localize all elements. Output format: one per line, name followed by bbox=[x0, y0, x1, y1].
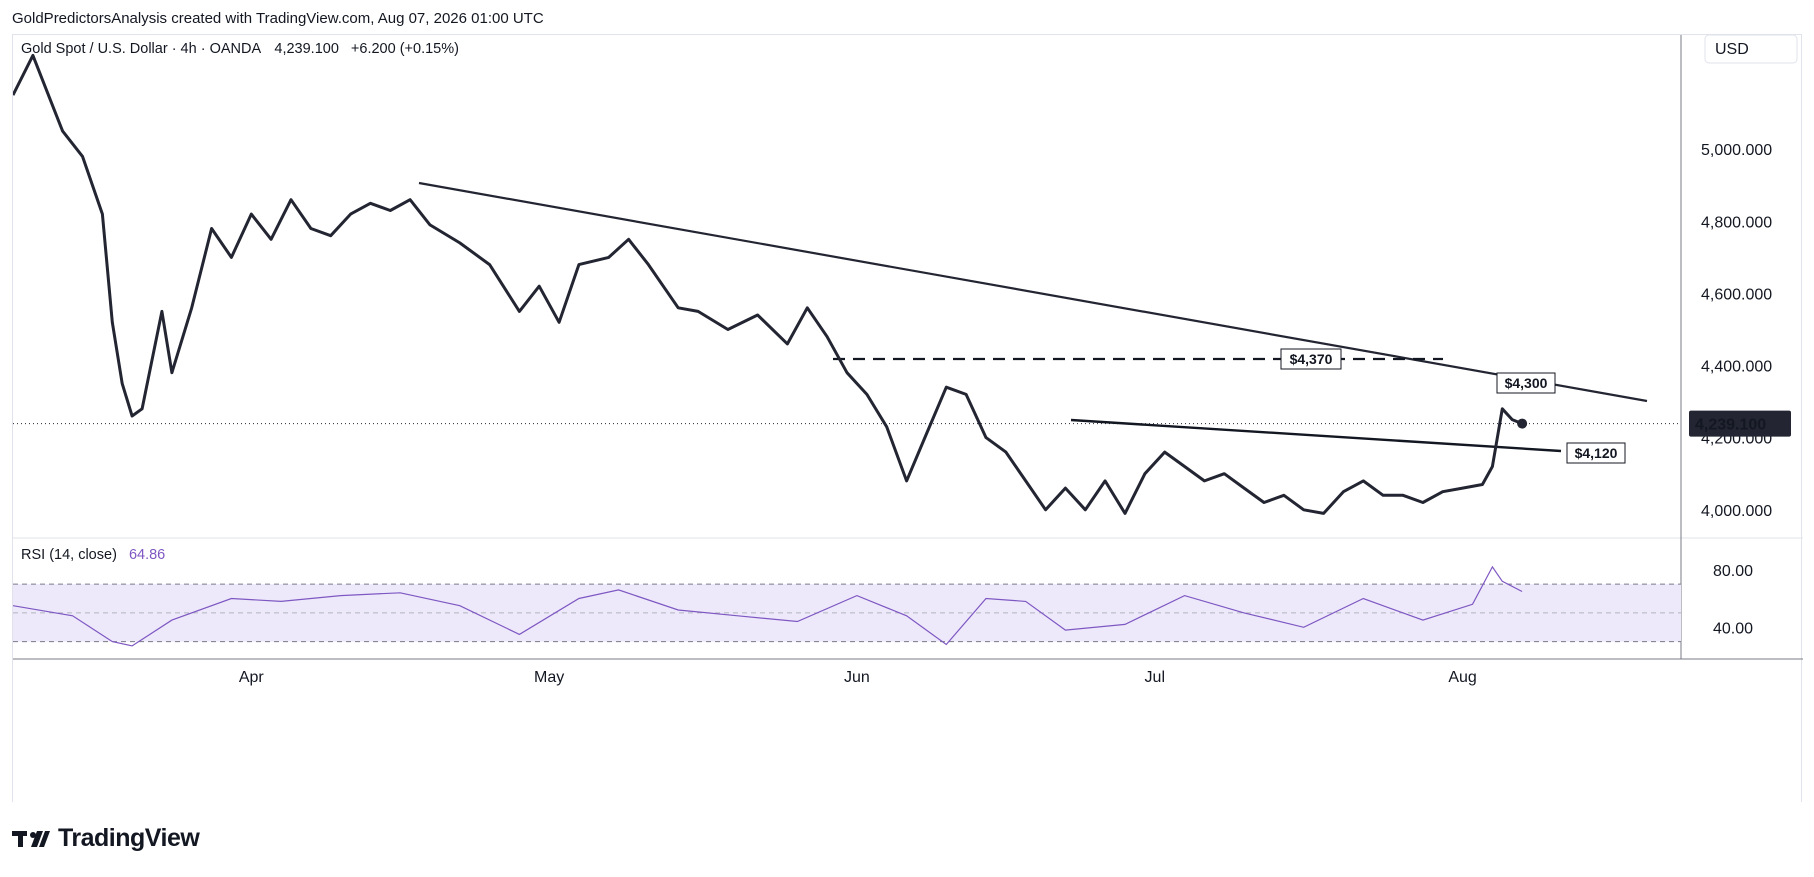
chart-svg[interactable]: $4,370 $4,300 $4,120 Gold Spot / U.S. Do… bbox=[13, 35, 1803, 803]
support-trendline[interactable] bbox=[1070, 418, 1562, 453]
rsi-value: 64.86 bbox=[129, 547, 165, 563]
resistance-label-text: $4,370 bbox=[1290, 351, 1333, 367]
last-price-badge: 4,239.100 bbox=[1689, 410, 1791, 437]
price-tick-label: 4,800.000 bbox=[1701, 214, 1772, 231]
trendline-label-text: $4,300 bbox=[1505, 375, 1548, 391]
symbol-legend[interactable]: Gold Spot / U.S. Dollar · 4h · OANDA 4,2… bbox=[21, 41, 459, 57]
support-label-text: $4,120 bbox=[1575, 445, 1618, 461]
price-line bbox=[13, 53, 1523, 515]
rsi-axis[interactable]: 40.00 80.00 bbox=[1713, 563, 1753, 638]
price-axis[interactable]: 4,000.0004,200.0004,400.0004,600.0004,80… bbox=[1701, 142, 1772, 520]
tradingview-brand: TradingView bbox=[58, 824, 200, 852]
symbol-name: Gold Spot / U.S. Dollar · 4h · OANDA bbox=[21, 41, 261, 57]
currency-label: USD bbox=[1715, 41, 1749, 58]
descending-trendline[interactable] bbox=[418, 181, 1648, 403]
support-level-label[interactable]: $4,120 bbox=[1566, 442, 1626, 464]
time-tick-label: Jul bbox=[1145, 669, 1165, 686]
time-tick-label: May bbox=[534, 669, 564, 686]
chart-frame[interactable]: $4,370 $4,300 $4,120 Gold Spot / U.S. Do… bbox=[12, 34, 1803, 803]
rsi-tick-label: 40.00 bbox=[1713, 620, 1753, 637]
price-tick-label: 5,000.000 bbox=[1701, 142, 1772, 159]
price-tick-label: 4,400.000 bbox=[1701, 359, 1772, 376]
last-value: 4,239.100 bbox=[274, 41, 339, 57]
rsi-title: RSI (14, close) bbox=[21, 547, 117, 563]
last-price-marker bbox=[1517, 418, 1528, 429]
time-axis[interactable]: Apr May Jun Jul Aug bbox=[239, 669, 1477, 686]
tradingview-logo-icon bbox=[12, 830, 50, 847]
trendline-label[interactable]: $4,300 bbox=[1496, 372, 1556, 394]
last-price-badge-text: 4,239.100 bbox=[1695, 417, 1766, 434]
chart-header: GoldPredictorsAnalysis created with Trad… bbox=[12, 10, 544, 27]
price-tick-label: 4,600.000 bbox=[1701, 286, 1772, 303]
rsi-legend[interactable]: RSI (14, close) 64.86 bbox=[21, 547, 165, 563]
time-tick-label: Aug bbox=[1448, 669, 1476, 686]
time-tick-label: Jun bbox=[844, 669, 870, 686]
tradingview-logo[interactable]: TradingView bbox=[12, 824, 200, 853]
price-tick-label: 4,000.000 bbox=[1701, 503, 1772, 520]
rsi-tick-label: 80.00 bbox=[1713, 563, 1753, 580]
rsi-line bbox=[13, 565, 1523, 647]
currency-button[interactable]: USD bbox=[1704, 35, 1798, 64]
resistance-level-label[interactable]: $4,370 bbox=[1280, 348, 1342, 370]
change-value: +6.200 (+0.15%) bbox=[351, 41, 459, 57]
time-tick-label: Apr bbox=[239, 669, 265, 686]
